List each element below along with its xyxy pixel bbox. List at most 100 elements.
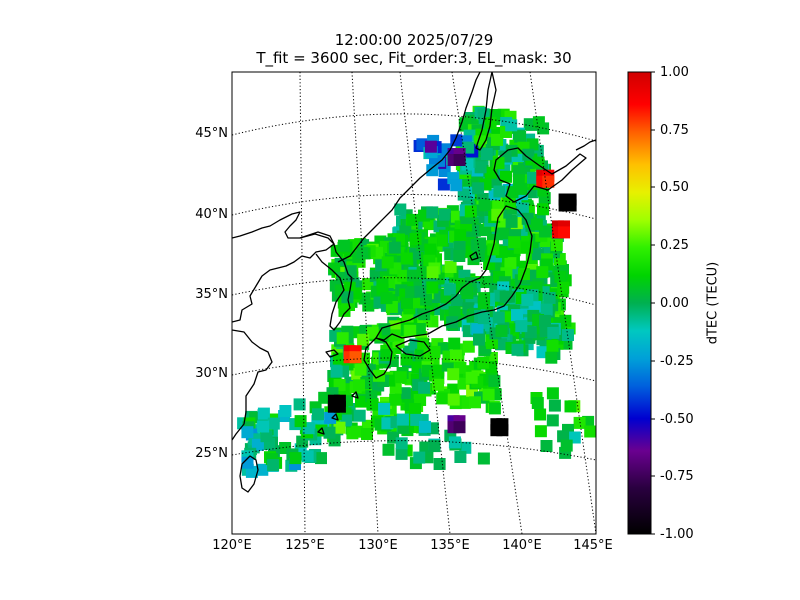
dtec-anomaly-cell [453,154,466,166]
dtec-cell [469,396,481,409]
dtec-cell [381,417,394,430]
shikoku [395,339,431,357]
meridian-125e [299,72,306,534]
dtec-cell [534,425,547,438]
dtec-cell [546,340,559,352]
dtec-cell [448,436,461,449]
dtec-cell [418,381,431,394]
taiwan [239,455,259,493]
dtec-cell [557,281,570,294]
dtec-cell [511,343,524,356]
dtec-cell [460,283,473,296]
figure-title-time: 12:00:00 2025/07/29 [334,31,494,49]
figure-subtitle-params: T_fit = 3600 sec, Fit_order:3, EL_mask: … [256,49,572,67]
dtec-cell [404,324,417,337]
dtec-cell [257,407,270,420]
dtec-cell [443,283,456,296]
dtec-cell [540,303,553,316]
parallel-45n [232,113,596,142]
dtec-cell [424,140,437,153]
dtec-cell [463,245,476,258]
dtec-cell [438,208,451,221]
dtec-cell [432,378,444,391]
dtec-cell [444,261,457,273]
dtec-cell [413,323,426,335]
dtec-cell [584,425,596,438]
dtec-cell [332,352,345,365]
dtec-cell [389,393,402,406]
dtec-cell [522,148,535,161]
dtec-cell [343,281,356,294]
dtec-cell [493,185,506,198]
colorbar-tick-m0.75: -0.75 [660,469,694,484]
dtec-cell [409,403,422,415]
dtec-cell [505,119,518,132]
dtec-cell [454,451,467,463]
dtec-cell [341,291,354,304]
dtec-cell [353,409,366,422]
dtec-cell [435,234,448,247]
china-coast-south [232,329,273,441]
dtec-cell [447,368,460,381]
dtec-cell [471,323,484,336]
dtec-cell [482,388,495,401]
dtec-cell [361,428,373,440]
dtec-cell [511,309,523,322]
dtec-cell [505,215,518,228]
dtec-cell [504,257,517,270]
dtec-cell [395,437,408,450]
parallel-25n [232,440,596,461]
dtec-cell [448,306,461,319]
lon-label-125: 125°E [285,538,325,553]
dtec-cell [366,398,379,411]
dtec-cell [417,337,430,350]
dtec-cell [267,417,280,430]
colorbar-ticks [651,71,655,535]
dtec-cell [380,349,393,361]
dtec-cell [257,420,270,433]
dtec-cell [413,451,426,464]
dtec-cell [337,239,350,252]
ryukyu-islands [317,391,359,435]
dtec-cell [405,286,418,299]
dtec-cell [401,296,413,309]
dtec-cell [267,459,280,472]
dtec-cell [406,269,419,282]
lon-label-145: 145°E [573,538,613,553]
dtec-cell [500,170,512,183]
dtec-cell [381,256,394,269]
dtec-cell [394,371,407,384]
dtec-cell [400,252,413,265]
dtec-cell [464,205,477,218]
dtec-cell [462,340,475,353]
dtec-cell [400,353,413,366]
dtec-cell [301,450,314,463]
dtec-cell [459,441,472,454]
dtec-cell [406,213,419,226]
dtec-anomaly-cell [542,175,555,188]
dtec-cell [473,333,485,346]
colorbar-tick-1.00: 1.00 [660,65,689,80]
dtec-cell [530,218,543,231]
dtec-cell [324,411,337,424]
map-frame [231,71,597,535]
dtec-cell [350,425,363,438]
dtec-cell [534,408,547,421]
jeju [325,349,339,358]
coastlines [232,72,596,493]
dtec-cell [380,292,393,305]
dtec-cell [486,337,498,349]
dtec-cell [424,243,437,256]
dtec-cell [487,243,500,256]
dtec-cell [328,262,341,275]
colorbar-label: dTEC (TECU) [705,261,721,345]
dtec-cell [449,349,462,362]
dtec-cell [492,311,505,324]
dtec-cell [478,292,491,305]
lat-label-35: 35°N [195,287,228,302]
dtec-cell [395,447,408,460]
korea-peninsula-coast [299,231,353,331]
dtec-cell [525,252,538,265]
dtec-cell [531,397,544,409]
